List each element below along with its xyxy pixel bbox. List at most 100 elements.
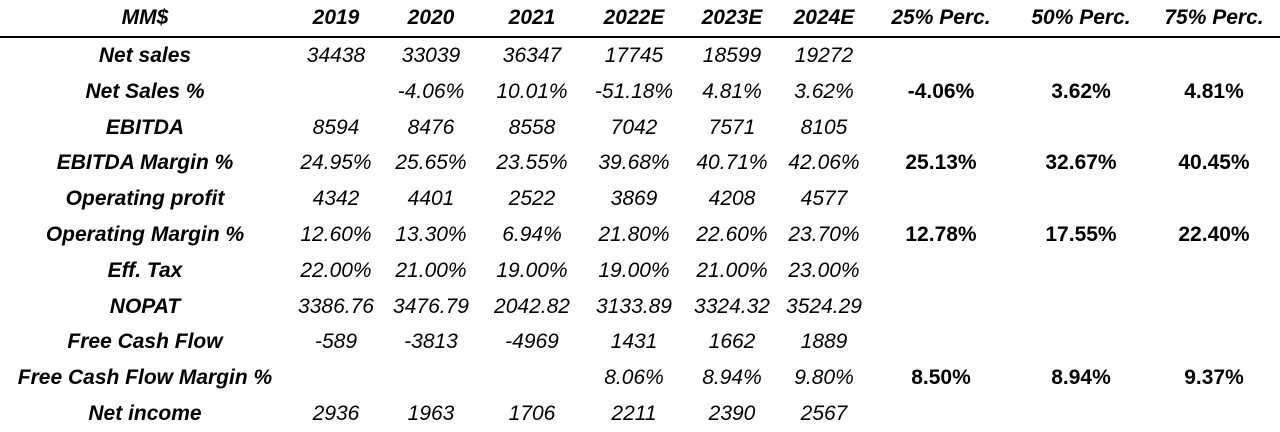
row-label: Net income	[88, 402, 202, 425]
percentile-cell: 12.78%	[905, 223, 977, 246]
header-col-2: 2020	[407, 6, 455, 29]
table-cell: 8105	[800, 116, 848, 139]
percentile-cell: 17.55%	[1045, 223, 1117, 246]
table-cell: 3324.32	[694, 295, 770, 318]
percentile-cell	[1014, 396, 1148, 432]
table-cell: 25.65%	[395, 151, 467, 174]
percentile-cell	[1148, 253, 1280, 289]
percentile-cell	[1148, 181, 1280, 217]
percentile-cell: 22.40%	[1178, 223, 1250, 246]
table-cell: 4.81%	[702, 80, 762, 103]
table-cell: 1662	[708, 330, 756, 353]
header-col-7: 25% Perc.	[891, 6, 991, 29]
header-col-8: 50% Perc.	[1031, 6, 1131, 29]
table-cell: 2522	[508, 187, 556, 210]
header-units: MM$	[121, 6, 169, 29]
table-cell	[290, 74, 382, 110]
table-cell: -3813	[404, 330, 458, 353]
percentile-cell	[1014, 110, 1148, 146]
percentile-cell	[1148, 324, 1280, 360]
table-cell: -4.06%	[397, 80, 465, 103]
table-cell: 19272	[794, 44, 854, 67]
header-col-1: 2019	[312, 6, 360, 29]
table-cell: 9.80%	[794, 366, 854, 389]
percentile-cell: 8.94%	[1051, 366, 1111, 389]
row-label: Eff. Tax	[107, 259, 183, 282]
table-cell	[480, 360, 584, 396]
table-cell: 8.94%	[702, 366, 762, 389]
table-cell: 21.00%	[395, 259, 467, 282]
percentile-cell	[1148, 38, 1280, 74]
percentile-cell: 32.67%	[1045, 151, 1117, 174]
table-cell: 6.94%	[502, 223, 562, 246]
table-cell: 13.30%	[395, 223, 467, 246]
table-cell: 3524.29	[786, 295, 862, 318]
table-cell: 4577	[800, 187, 848, 210]
table-cell: 3.62%	[794, 80, 854, 103]
table-cell: 10.01%	[496, 80, 568, 103]
table-cell: 18599	[702, 44, 762, 67]
table-cell: -589	[314, 330, 358, 353]
table-cell: 42.06%	[788, 151, 860, 174]
header-col-9: 75% Perc.	[1164, 6, 1264, 29]
percentile-cell	[868, 253, 1014, 289]
table-cell: 39.68%	[598, 151, 670, 174]
table-cell: -51.18%	[594, 80, 674, 103]
percentile-cell: 9.37%	[1184, 366, 1244, 389]
row-label: Net Sales %	[85, 80, 205, 103]
table-cell: 2390	[708, 402, 756, 425]
table-cell: 7042	[610, 116, 658, 139]
row-label: Free Cash Flow	[67, 330, 223, 353]
table-cell: 4401	[407, 187, 455, 210]
table-cell: 19.00%	[598, 259, 670, 282]
percentile-cell	[868, 324, 1014, 360]
table-cell: 40.71%	[696, 151, 768, 174]
table-cell: 1889	[800, 330, 848, 353]
table-cell: 23.70%	[788, 223, 860, 246]
header-col-4: 2022E	[603, 6, 665, 29]
row-label: EBITDA	[105, 116, 185, 139]
table-cell: -4969	[505, 330, 559, 353]
table-cell: 1431	[610, 330, 658, 353]
percentile-cell	[868, 181, 1014, 217]
percentile-cell: 4.81%	[1184, 80, 1244, 103]
header-col-6: 2024E	[793, 6, 855, 29]
table-cell: 4208	[708, 187, 756, 210]
row-label: EBITDA Margin %	[56, 151, 234, 174]
table-cell: 8476	[407, 116, 455, 139]
table-cell: 1963	[407, 402, 455, 425]
percentile-cell: -4.06%	[907, 80, 975, 103]
table-cell: 24.95%	[300, 151, 372, 174]
table-cell: 22.00%	[300, 259, 372, 282]
percentile-cell	[1014, 253, 1148, 289]
row-label: NOPAT	[109, 295, 181, 318]
percentile-cell	[868, 110, 1014, 146]
header-divider	[0, 36, 1280, 38]
table-cell: 8.06%	[604, 366, 664, 389]
table-cell: 2211	[611, 402, 657, 425]
row-label: Operating profit	[65, 187, 225, 210]
percentile-cell	[1148, 396, 1280, 432]
table-cell: 21.80%	[598, 223, 670, 246]
table-cell: 2042.82	[494, 295, 570, 318]
table-cell: 3133.89	[596, 295, 672, 318]
header-col-5: 2023E	[701, 6, 763, 29]
table-cell: 2936	[312, 402, 360, 425]
table-cell: 4342	[312, 187, 360, 210]
table-cell	[290, 360, 382, 396]
table-cell: 19.00%	[496, 259, 568, 282]
table-cell: 2567	[800, 402, 848, 425]
percentile-cell	[1014, 181, 1148, 217]
percentile-cell	[1014, 38, 1148, 74]
table-cell: 3476.79	[393, 295, 469, 318]
table-cell: 36347	[502, 44, 562, 67]
table-cell: 8594	[312, 116, 360, 139]
percentile-cell	[1014, 324, 1148, 360]
table-cell: 21.00%	[696, 259, 768, 282]
header-col-3: 2021	[508, 6, 556, 29]
table-cell: 17745	[604, 44, 664, 67]
percentile-cell	[868, 396, 1014, 432]
table-cell: 12.60%	[300, 223, 372, 246]
table-cell: 1706	[508, 402, 556, 425]
table-cell: 8558	[508, 116, 556, 139]
